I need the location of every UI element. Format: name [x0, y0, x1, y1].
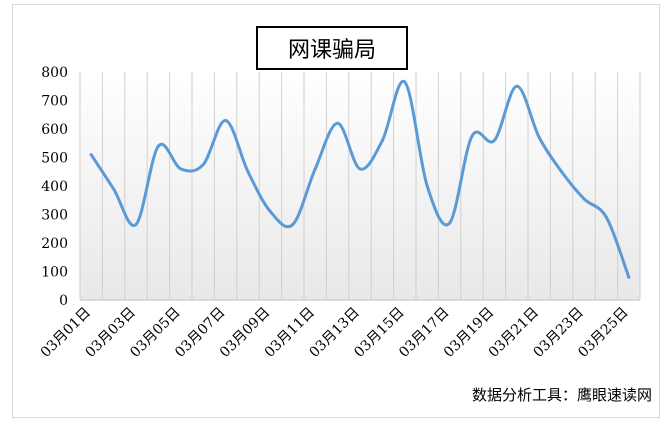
data-point — [156, 144, 160, 148]
chart-title: 网课骗局 — [256, 26, 408, 70]
data-point — [268, 210, 272, 214]
data-point — [380, 138, 384, 142]
data-point — [358, 167, 362, 171]
data-point — [313, 167, 317, 171]
data-point — [448, 221, 452, 225]
data-point — [470, 134, 474, 138]
data-point — [604, 215, 608, 219]
y-tick-label: 400 — [41, 179, 68, 195]
source-label: 数据分析工具：鹰眼速读网 — [471, 386, 652, 404]
data-point — [89, 153, 93, 157]
y-tick-label: 500 — [41, 151, 68, 167]
data-point — [224, 118, 228, 122]
y-tick-label: 600 — [41, 122, 68, 138]
data-point — [291, 222, 295, 226]
y-tick-label: 300 — [41, 208, 68, 224]
data-point — [246, 170, 250, 174]
data-point — [425, 184, 429, 188]
data-point — [134, 222, 138, 226]
y-tick-label: 800 — [41, 65, 68, 81]
data-point — [492, 138, 496, 142]
data-point — [403, 80, 407, 84]
data-point — [179, 167, 183, 171]
data-point — [627, 275, 631, 279]
y-tick-label: 700 — [41, 94, 68, 110]
data-point — [336, 121, 340, 125]
y-tick-label: 0 — [59, 293, 68, 309]
data-point — [582, 197, 586, 201]
data-point — [112, 187, 116, 191]
data-point — [201, 163, 205, 167]
data-point — [560, 170, 564, 174]
data-point — [515, 84, 519, 88]
plot-area — [80, 72, 640, 300]
y-tick-label: 200 — [41, 236, 68, 252]
data-point — [537, 136, 541, 140]
y-tick-label: 100 — [41, 265, 68, 281]
